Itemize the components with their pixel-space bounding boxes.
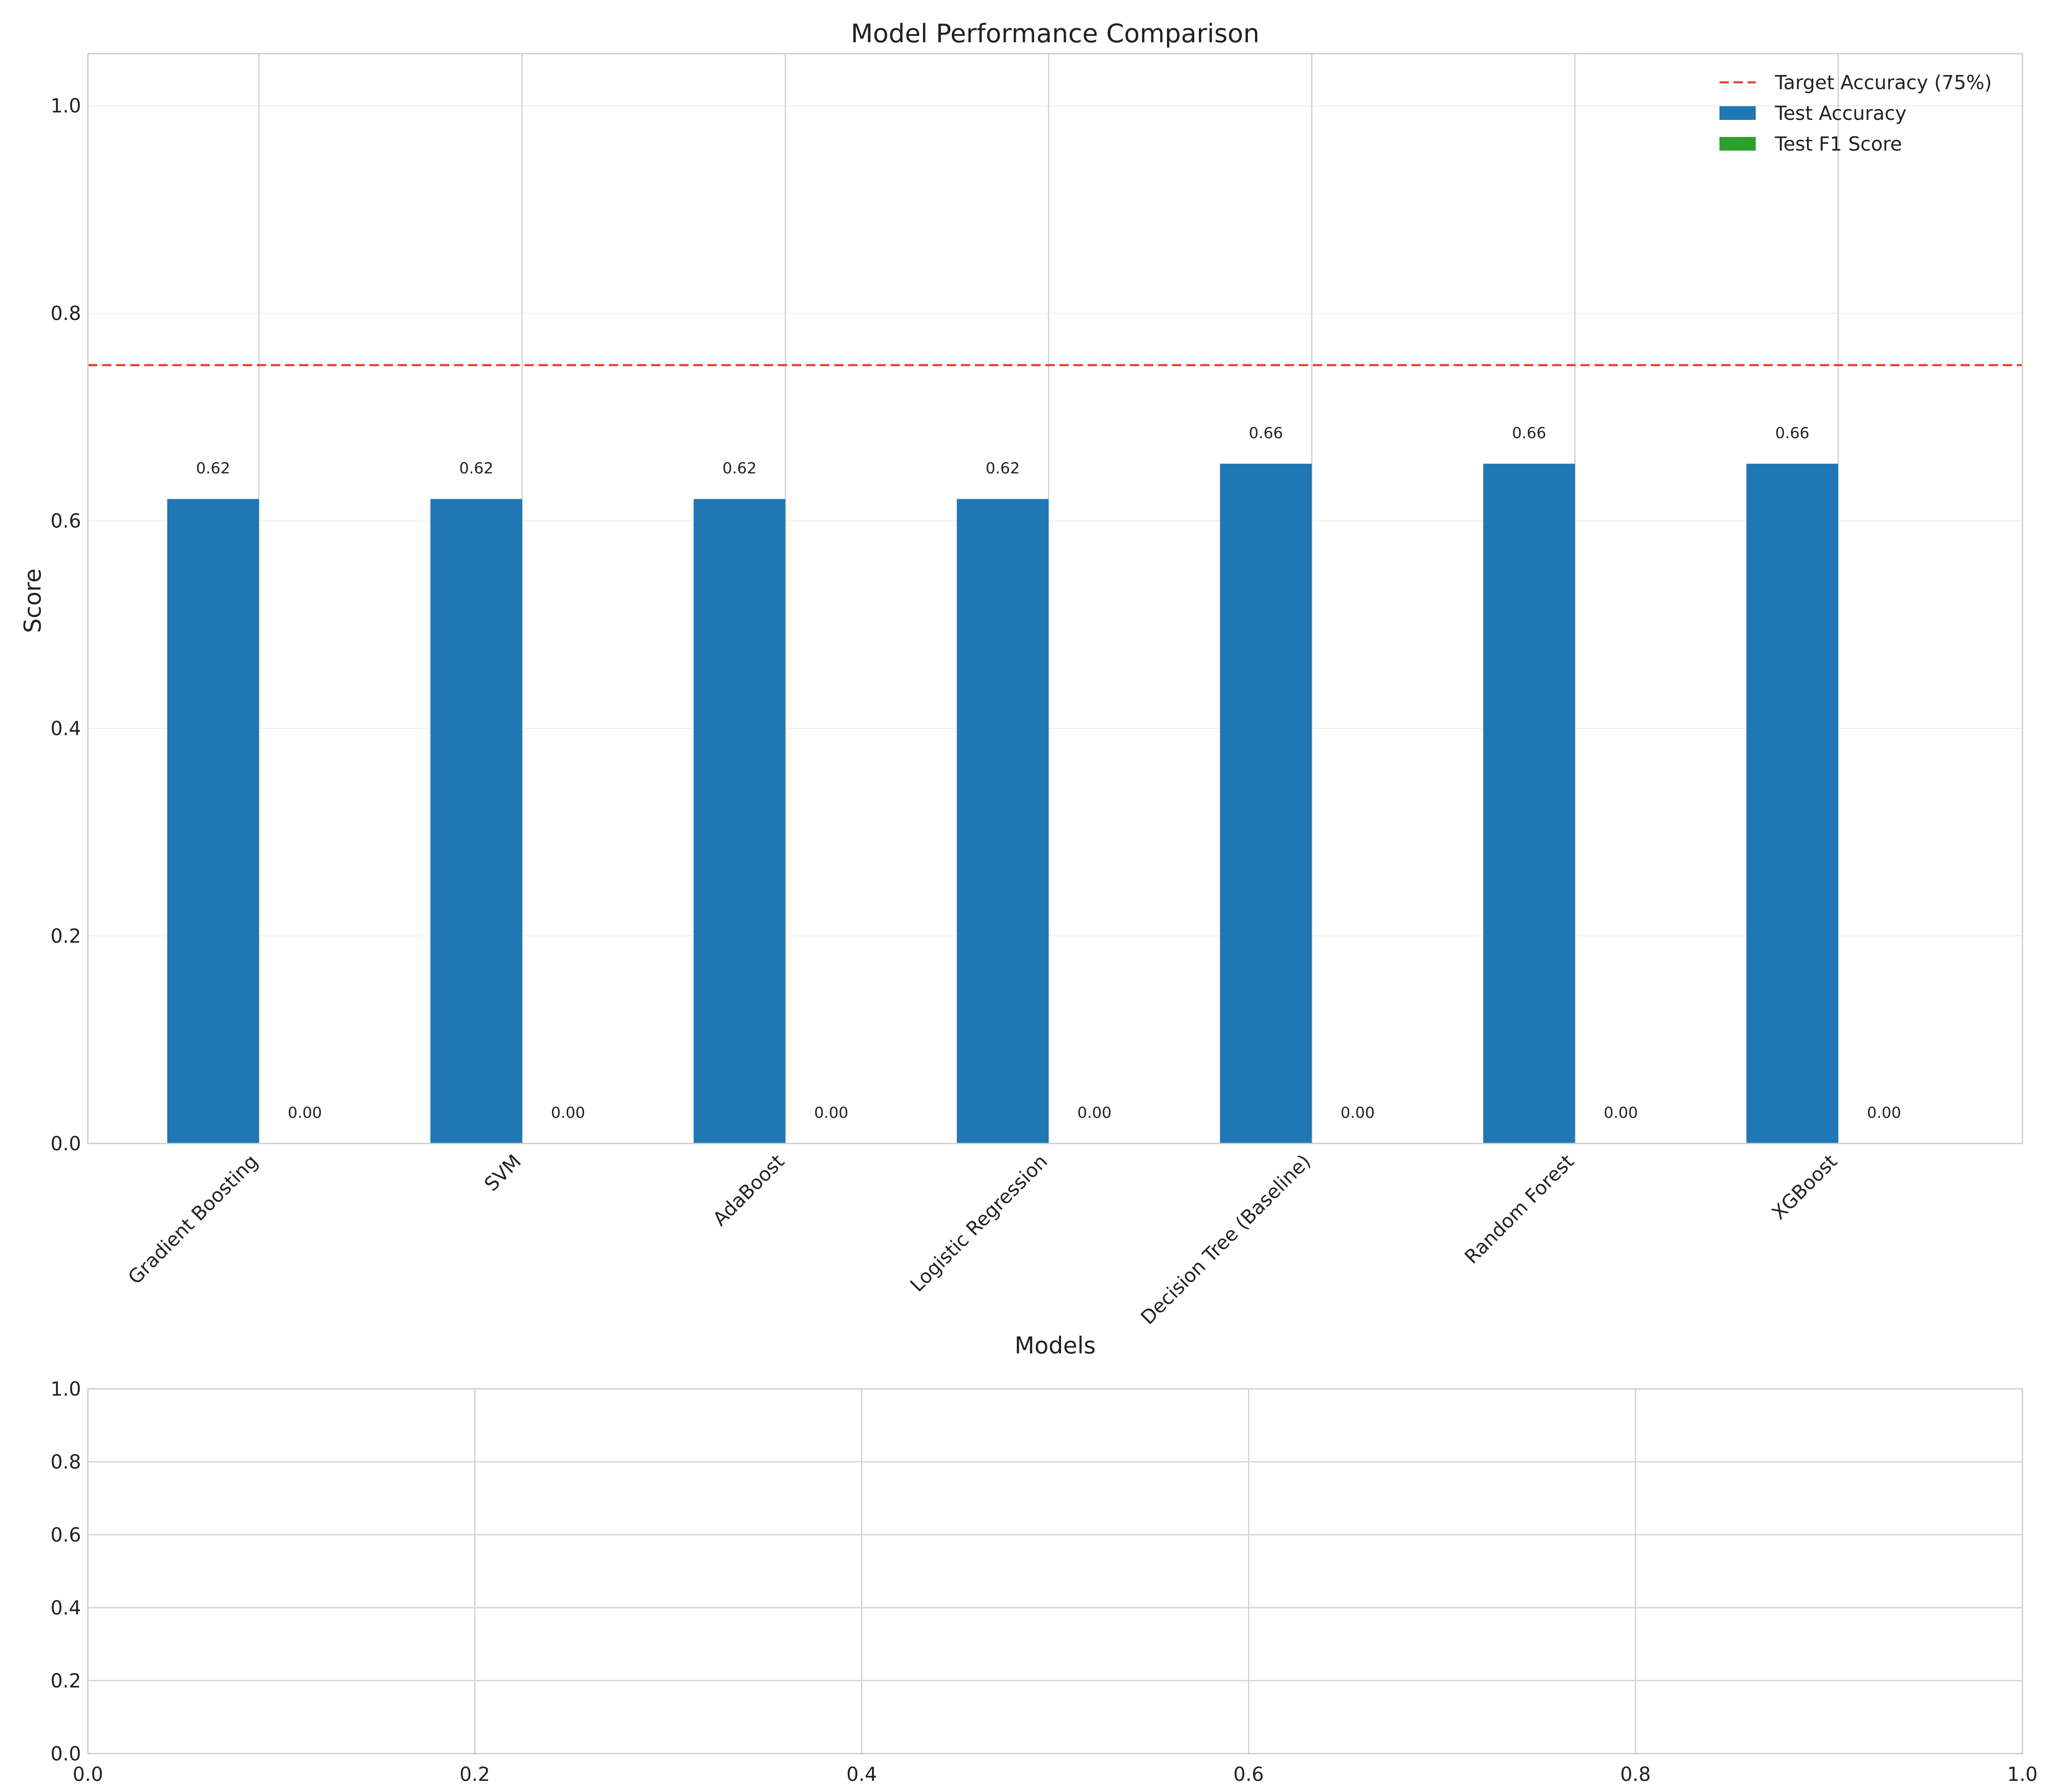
x-tick-labels: Gradient Boosting SVM AdaBoost Logistic Reg…: [124, 1150, 1841, 1329]
data-label: 0.62: [459, 460, 493, 477]
x-tick-label: 0.2: [460, 1763, 490, 1786]
bar-test-accuracy: [693, 499, 785, 1143]
legend-label: Target Accuracy (75%): [1775, 71, 1992, 94]
y-tick-labels: 0.0 0.2 0.4 0.6 0.8 1.0: [50, 95, 81, 1155]
data-label: 0.00: [1077, 1104, 1111, 1122]
x-tick-label: Logistic Regression: [906, 1150, 1052, 1296]
y-tick-label: 1.0: [50, 95, 81, 117]
y-tick-label: 0.4: [50, 717, 81, 740]
bar-test-accuracy: [1220, 463, 1312, 1143]
bars: [167, 463, 1839, 1143]
x-tick-label: Gradient Boosting: [124, 1150, 262, 1289]
legend-swatch-test-f1-score: [1719, 137, 1756, 151]
y-axis-label: Score: [19, 568, 46, 633]
data-label: 0.62: [722, 460, 756, 477]
y-tick-label: 0.4: [50, 1597, 81, 1619]
bar-test-accuracy: [1483, 463, 1575, 1143]
y-tick-label: 0.0: [50, 1132, 81, 1155]
y-tick-labels: 0.0 0.2 0.4 0.6 0.8 1.0: [50, 1378, 81, 1765]
chart-title: Model Performance Comparison: [851, 19, 1260, 49]
data-label: 0.62: [986, 460, 1020, 477]
performance-bar-chart: Model Performance Comparison 0.62 0.62 0.6…: [19, 19, 2023, 1359]
data-label: 0.00: [1341, 1104, 1375, 1122]
legend-swatch-test-accuracy: [1719, 106, 1756, 120]
bar-test-accuracy: [1746, 463, 1839, 1143]
data-label: 0.62: [196, 460, 230, 477]
y-tick-label: 0.8: [50, 1451, 81, 1473]
data-label: 0.66: [1249, 425, 1283, 442]
data-label: 0.00: [551, 1104, 585, 1122]
y-tick-label: 0.2: [50, 1670, 81, 1692]
plot-frame: [87, 53, 2023, 1144]
y-tick-label: 0.6: [50, 510, 81, 532]
grid: [87, 1388, 2023, 1754]
data-label: 0.66: [1512, 425, 1546, 442]
data-label: 0.00: [1604, 1104, 1638, 1122]
x-tick-label: AdaBoost: [708, 1150, 788, 1230]
data-label: 0.00: [288, 1104, 322, 1122]
y-tick-label: 0.0: [50, 1743, 81, 1765]
data-labels: 0.62 0.62 0.62 0.62 0.66 0.66 0.66 0.00 0.00 0.00…: [196, 425, 1901, 1122]
legend-label: Test F1 Score: [1775, 133, 1902, 155]
data-label: 0.66: [1775, 425, 1809, 442]
x-tick-label: 1.0: [2007, 1763, 2038, 1786]
x-tick-labels: 0.0 0.2 0.4 0.6 0.8 1.0: [73, 1763, 2038, 1786]
empty-subplot: 0.0 0.2 0.4 0.6 0.8 1.0 0.0 0.2 0.4 0.6 0.8 1.0: [50, 1378, 2037, 1786]
x-tick-label: 0.8: [1620, 1763, 1651, 1786]
legend: Target Accuracy (75%) Test Accuracy Test F…: [1719, 71, 1992, 155]
data-label: 0.00: [1867, 1104, 1901, 1122]
y-tick-label: 0.2: [50, 925, 81, 948]
x-tick-label: XGBoost: [1767, 1150, 1841, 1224]
plot-frame: [87, 1388, 2023, 1754]
x-tick-label: Decision Tree (Baseline): [1136, 1150, 1315, 1329]
data-label: 0.00: [814, 1104, 848, 1122]
bar-test-accuracy: [430, 499, 522, 1143]
x-axis-label: Models: [1015, 1332, 1096, 1359]
bar-test-accuracy: [957, 499, 1049, 1143]
x-tick-label: 0.6: [1233, 1763, 1264, 1786]
x-tick-label: Random Forest: [1460, 1150, 1578, 1268]
y-tick-label: 1.0: [50, 1378, 81, 1400]
grid: [88, 54, 2022, 1144]
x-tick-label: SVM: [480, 1150, 526, 1196]
y-tick-label: 0.8: [50, 302, 81, 325]
x-tick-label: 0.4: [847, 1763, 877, 1786]
y-tick-label: 0.6: [50, 1524, 81, 1546]
legend-label: Test Accuracy: [1775, 102, 1906, 125]
x-tick-label: 0.0: [73, 1763, 103, 1786]
bar-test-accuracy: [167, 499, 259, 1143]
